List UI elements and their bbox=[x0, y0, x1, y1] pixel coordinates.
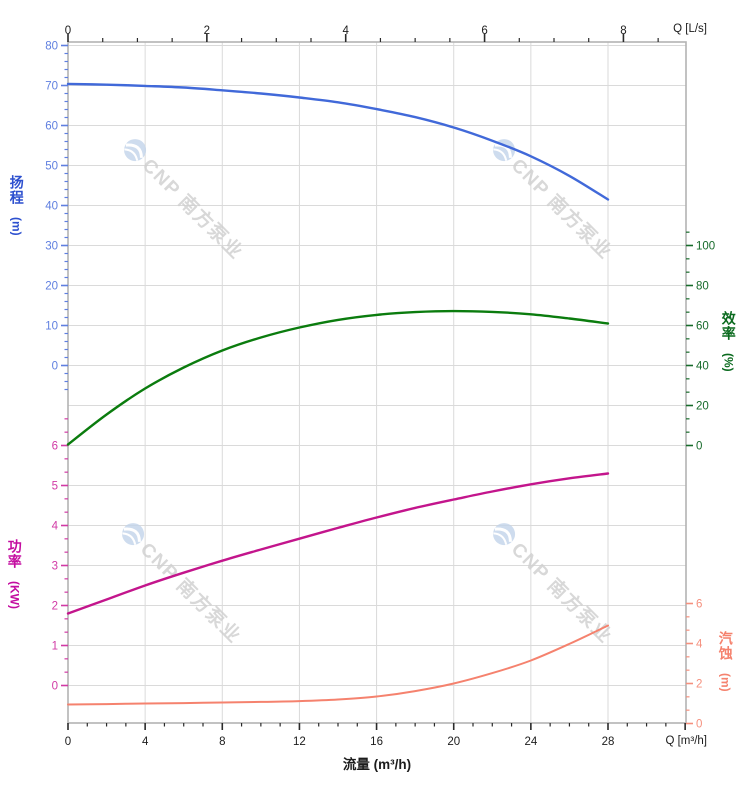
power-curve bbox=[66, 472, 610, 615]
power-axis: 0 1 2 3 4 5 6 bbox=[52, 418, 68, 693]
flow-axis-bottom-tick-label: 28 bbox=[602, 736, 615, 748]
head-tick-label: 60 bbox=[45, 121, 58, 133]
head-tick-label: 0 bbox=[52, 361, 58, 373]
power-axis-title-text: 功率 bbox=[6, 539, 23, 569]
flow-axis-top-tick-label: 6 bbox=[481, 25, 487, 37]
watermark-text: CNP 南方泵业 bbox=[507, 538, 617, 648]
watermark-2: CNP 南方泵业 bbox=[493, 139, 617, 264]
efficiency-axis: 0 20 40 60 80 100 bbox=[686, 231, 715, 453]
efficiency-tick-label: 40 bbox=[696, 361, 709, 373]
power-tick-label: 4 bbox=[52, 521, 59, 533]
head-axis-title: 扬程 (m) bbox=[8, 175, 25, 236]
watermark-text: CNP 南方泵业 bbox=[138, 154, 248, 264]
flow-axis-top-tick-label: 0 bbox=[65, 25, 71, 37]
efficiency-tick-label: 80 bbox=[696, 281, 709, 293]
head-curve bbox=[66, 82, 610, 201]
efficiency-tick-label: 20 bbox=[696, 401, 709, 413]
head-axis: 0 10 20 30 40 50 60 70 80 bbox=[45, 41, 68, 391]
flow-axis-bottom: 0 4 8 12 16 20 24 28 bbox=[65, 723, 686, 748]
flow-axis-bottom-tick-label: 16 bbox=[370, 736, 383, 748]
top-axis-corner-label: Q [L/s] bbox=[673, 23, 707, 35]
power-tick-label: 6 bbox=[52, 441, 58, 453]
npsh-tick-label: 4 bbox=[696, 639, 703, 651]
npsh-tick-label: 2 bbox=[696, 679, 702, 691]
efficiency-axis-unit: (%) bbox=[721, 352, 736, 372]
watermark-1: CNP 南方泵业 bbox=[124, 139, 248, 264]
efficiency-tick-label: 100 bbox=[696, 241, 715, 253]
efficiency-axis-title-text: 效率 bbox=[720, 311, 737, 341]
efficiency-axis-title: 效率 (%) bbox=[720, 311, 737, 372]
power-tick-label: 0 bbox=[52, 681, 58, 693]
efficiency-curve bbox=[66, 309, 610, 446]
npsh-curve bbox=[67, 624, 609, 706]
npsh-axis-unit: (m) bbox=[718, 672, 733, 692]
flow-axis-title: 流量 (m³/h) bbox=[342, 757, 412, 772]
head-tick-label: 50 bbox=[45, 161, 58, 173]
head-tick-label: 80 bbox=[45, 41, 58, 53]
flow-axis-top-tick-label: 8 bbox=[620, 25, 626, 37]
flow-axis-top: 0 2 4 6 8 bbox=[65, 25, 659, 42]
watermark-3: CNP 南方泵业 bbox=[122, 523, 246, 648]
power-tick-label: 5 bbox=[52, 481, 58, 493]
npsh-axis: 0 2 4 6 bbox=[686, 599, 703, 731]
watermark-text: CNP 南方泵业 bbox=[136, 538, 246, 648]
npsh-tick-label: 6 bbox=[696, 599, 702, 611]
head-tick-label: 30 bbox=[45, 241, 58, 253]
flow-axis-bottom-tick-label: 4 bbox=[142, 736, 149, 748]
power-tick-label: 1 bbox=[52, 641, 58, 653]
head-tick-label: 10 bbox=[45, 321, 58, 333]
npsh-tick-label: 0 bbox=[696, 719, 702, 731]
power-axis-unit: (KW) bbox=[7, 580, 22, 609]
flow-axis-bottom-tick-label: 8 bbox=[219, 736, 225, 748]
flow-axis-bottom-tick-label: 24 bbox=[524, 736, 537, 748]
flow-axis-bottom-tick-label: 0 bbox=[65, 736, 71, 748]
flow-axis-top-tick-label: 2 bbox=[204, 25, 210, 37]
head-axis-title-text: 扬程 bbox=[8, 175, 25, 205]
npsh-axis-title: 汽蚀 (m) bbox=[717, 631, 734, 692]
head-tick-label: 70 bbox=[45, 81, 58, 93]
bottom-axis-corner-label: Q [m³/h] bbox=[665, 735, 707, 747]
head-tick-label: 40 bbox=[45, 201, 58, 213]
watermark-4: CNP 南方泵业 bbox=[493, 523, 617, 648]
flow-axis-bottom-tick-label: 12 bbox=[293, 736, 306, 748]
head-axis-unit: (m) bbox=[9, 216, 24, 236]
efficiency-tick-label: 60 bbox=[696, 321, 709, 333]
power-tick-label: 2 bbox=[52, 601, 58, 613]
power-tick-label: 3 bbox=[52, 561, 58, 573]
watermark-text: CNP 南方泵业 bbox=[507, 154, 617, 264]
head-tick-label: 20 bbox=[45, 281, 58, 293]
flow-axis-bottom-tick-label: 20 bbox=[447, 736, 460, 748]
npsh-axis-title-text: 汽蚀 bbox=[717, 631, 734, 661]
efficiency-tick-label: 0 bbox=[696, 441, 702, 453]
power-axis-title: 功率 (KW) bbox=[6, 539, 23, 609]
flow-axis-top-tick-label: 4 bbox=[343, 25, 350, 37]
